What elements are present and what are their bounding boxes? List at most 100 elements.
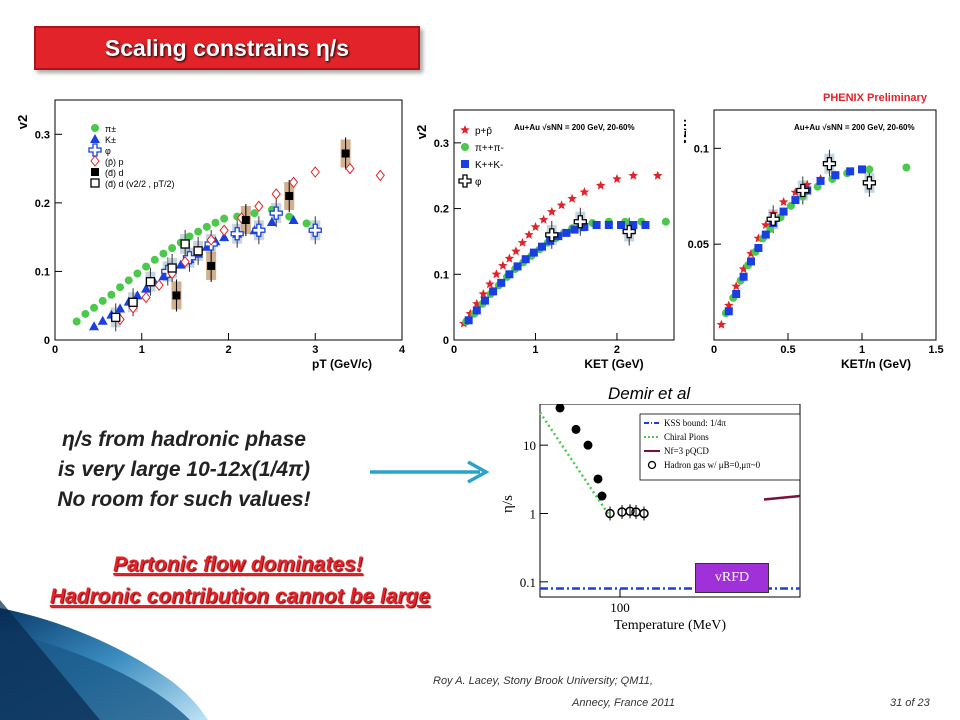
y-tick-label: 0 <box>44 335 50 347</box>
data-point <box>194 227 203 236</box>
data-point <box>159 249 168 258</box>
data-point <box>207 261 216 270</box>
data-point <box>573 215 587 229</box>
data-point <box>167 263 177 273</box>
data-point <box>285 192 294 200</box>
x-axis-label: pT (GeV/c) <box>312 357 372 371</box>
y-tick-label: 0 <box>443 335 449 347</box>
data-point <box>547 206 557 216</box>
page-number: 31 of 23 <box>890 697 930 709</box>
data-point <box>116 283 125 292</box>
chart-v2-vs-ket: 0 1 2 0 0.1 0.2 0.3 v2 KET (GeV) Au+Au √sNN = 200… <box>414 109 675 371</box>
data-point <box>302 219 311 228</box>
footer-author: Roy A. Lacey, Stony Brook University; QM… <box>433 675 653 687</box>
data-point <box>592 221 601 229</box>
data-point <box>124 276 133 285</box>
data-point <box>622 224 636 239</box>
plot-annotation: Au+Au √sNN = 200 GeV, 20-60% <box>514 123 635 132</box>
data-point <box>731 281 741 291</box>
red-line-2: Hadronic contribution cannot be large <box>49 585 431 608</box>
data-point <box>761 220 771 229</box>
data-point <box>288 176 299 189</box>
plot-annotation: Au+Au √sNN = 200 GeV, 20-60% <box>794 123 915 132</box>
data-point <box>154 279 164 291</box>
data-point <box>593 474 603 484</box>
data-point <box>831 171 840 180</box>
data-point <box>778 197 789 206</box>
legend-label: (d̄) d <box>105 168 124 178</box>
data-point <box>81 309 90 318</box>
data-point <box>266 217 277 227</box>
data-point <box>310 166 320 178</box>
data-point <box>172 291 181 300</box>
x-tick-label: 1 <box>139 344 145 356</box>
data-point <box>485 279 495 289</box>
data-point <box>555 404 565 413</box>
data-point <box>579 187 590 197</box>
footer-venue: Annecy, France 2011 <box>572 697 675 709</box>
x-axis-label: KET (GeV) <box>584 357 643 371</box>
red-line-1: Partonic flow dominates! <box>113 553 363 576</box>
x-tick-label: 1 <box>859 344 865 356</box>
chart-eta-over-s: 0.1 1 10 100 η/s Temperature (MeV) KSS bound: … <box>500 404 801 633</box>
legend-label: φ <box>105 146 111 156</box>
data-point <box>580 222 589 231</box>
data-point <box>628 170 638 180</box>
y-tick-label: 0.1 <box>35 266 50 278</box>
y-axis-label: η/s <box>500 495 516 513</box>
text-line-2: is very large 10-12x(1/4π) <box>58 458 310 481</box>
text-line-3: No room for such values! <box>57 488 311 511</box>
data-point <box>513 262 522 271</box>
data-point <box>846 167 855 176</box>
text-line-1: η/s from hadronic phase <box>62 428 306 451</box>
legend-marker <box>91 168 99 176</box>
data-point <box>241 216 250 224</box>
data-point <box>530 222 541 231</box>
x-tick-label: 0 <box>451 344 457 356</box>
vrfd-label: vRFD <box>695 563 769 593</box>
data-point <box>629 221 638 229</box>
legend-label: Chiral Pions <box>664 432 709 442</box>
data-point <box>796 183 810 198</box>
data-point <box>211 218 220 227</box>
data-point <box>858 165 866 174</box>
y-tick-label: 0.2 <box>35 198 50 210</box>
legend-marker <box>90 134 100 143</box>
data-point <box>89 321 100 331</box>
arrow-right-icon <box>370 460 490 484</box>
data-point <box>562 228 571 237</box>
data-point <box>816 176 825 185</box>
x-tick-label: 1.5 <box>928 344 943 356</box>
data-point <box>97 315 108 325</box>
data-point <box>738 264 749 274</box>
legend-label: KSS bound: 1/4π <box>664 418 727 428</box>
data-point <box>465 308 476 318</box>
data-point <box>472 306 481 315</box>
data-point <box>168 244 177 253</box>
data-point <box>766 212 780 226</box>
data-point <box>150 255 159 264</box>
x-tick-label: 0.5 <box>780 344 795 356</box>
data-point <box>128 297 138 307</box>
data-point <box>567 193 577 203</box>
data-point <box>206 234 216 246</box>
legend-marker <box>458 174 472 188</box>
data-point <box>511 246 521 256</box>
y-tick-label: 0.3 <box>35 129 50 141</box>
y-axis-label: v2 <box>15 115 30 129</box>
data-point <box>902 163 911 172</box>
data-point <box>285 212 294 221</box>
legend-label: K++K- <box>475 160 503 171</box>
data-point <box>604 221 613 229</box>
data-point <box>111 312 121 323</box>
data-point <box>545 228 559 242</box>
data-point <box>790 187 801 197</box>
legend-marker <box>461 143 469 151</box>
legend-box <box>639 413 801 481</box>
data-point <box>597 491 607 501</box>
data-point <box>72 317 81 326</box>
data-point <box>254 200 264 213</box>
data-point <box>779 207 788 216</box>
x-tick-label: 2 <box>614 344 620 356</box>
y-tick-label: 10 <box>523 438 536 453</box>
